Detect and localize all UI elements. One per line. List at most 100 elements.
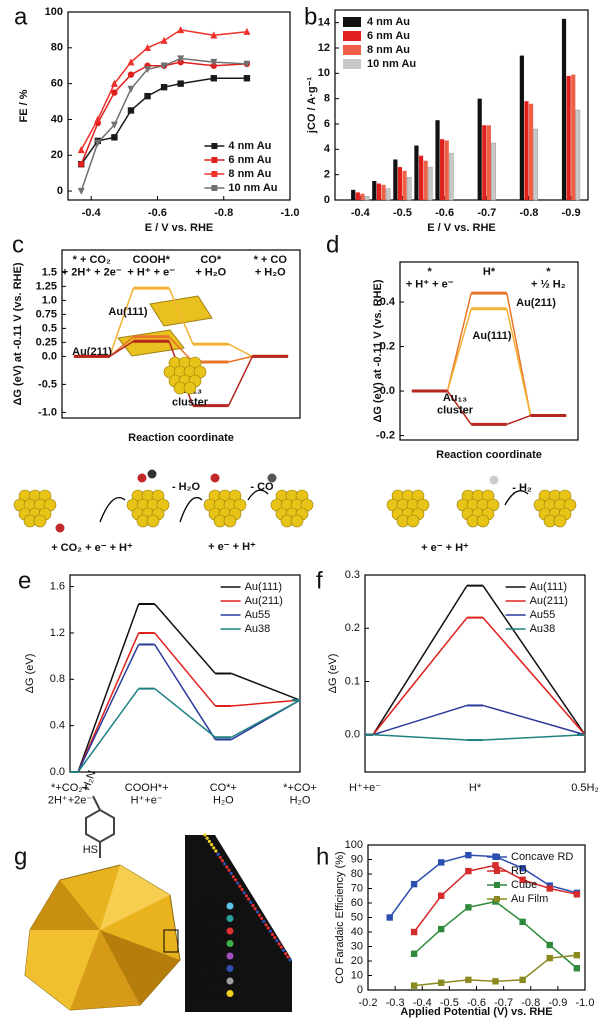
bar bbox=[381, 184, 386, 200]
marker bbox=[144, 43, 152, 52]
edge-atom bbox=[216, 852, 220, 856]
edge-atom bbox=[231, 875, 235, 879]
panel-letter: f bbox=[316, 567, 323, 594]
connector bbox=[154, 644, 216, 740]
connector bbox=[506, 414, 531, 426]
y-tick-label: 50 bbox=[351, 911, 363, 923]
edge-atom bbox=[214, 849, 218, 853]
legend-label: Cube bbox=[511, 879, 537, 891]
x-tick-label: -1.0 bbox=[281, 207, 300, 219]
series-line bbox=[80, 77, 247, 165]
plot-frame bbox=[364, 574, 586, 773]
legend-label: Au(211) bbox=[245, 595, 283, 607]
category-label: *+CO+ H₂O bbox=[283, 782, 317, 807]
atom bbox=[406, 514, 420, 528]
series-label: Au(111) bbox=[108, 306, 147, 318]
panel-letter: c bbox=[12, 231, 24, 258]
y-tick-label: 0.1 bbox=[345, 675, 360, 687]
plot-frame bbox=[61, 249, 301, 419]
molecule-atom bbox=[55, 523, 65, 533]
marker bbox=[546, 885, 553, 892]
legend-label: Au55 bbox=[245, 609, 271, 621]
edge-atom bbox=[279, 945, 283, 949]
bar bbox=[524, 101, 529, 200]
bar bbox=[482, 125, 487, 200]
bar bbox=[491, 142, 496, 201]
edge-atom bbox=[242, 891, 246, 895]
legend-marker bbox=[494, 868, 500, 874]
facet-label: (221) bbox=[194, 925, 220, 937]
x-tick-label: -0.3 bbox=[386, 997, 405, 1009]
molecule-atom bbox=[210, 473, 220, 483]
marker bbox=[492, 978, 499, 985]
x-tick-label: -0.7 bbox=[477, 207, 496, 219]
panel-g: HSH₂N(110)(331)(221)(553)(332)(775)(443)… bbox=[24, 769, 292, 1012]
facet-label: (332) bbox=[194, 950, 220, 962]
legend-label: 6 nm Au bbox=[228, 154, 271, 166]
category-label: * + CO + H₂O bbox=[254, 254, 288, 279]
marker bbox=[243, 75, 251, 82]
legend-swatch bbox=[343, 17, 361, 27]
bar bbox=[364, 195, 370, 201]
marker bbox=[77, 146, 85, 154]
connector bbox=[372, 585, 468, 736]
x-tick-label: -0.8 bbox=[519, 207, 538, 219]
y-tick-label: 0.25 bbox=[36, 336, 57, 348]
legend-label: Au(111) bbox=[530, 581, 568, 593]
category-label: H⁺+e⁻ bbox=[349, 782, 381, 794]
bar bbox=[440, 139, 445, 200]
marker bbox=[94, 115, 102, 123]
y-tick-label: 14 bbox=[318, 17, 331, 29]
legend-marker bbox=[211, 143, 218, 149]
bar bbox=[533, 128, 539, 201]
marker bbox=[210, 75, 217, 82]
x-tick-label: -0.6 bbox=[148, 207, 167, 219]
y-tick-label: 6 bbox=[324, 118, 330, 130]
connector bbox=[228, 355, 253, 363]
panel-letter: e bbox=[18, 567, 31, 594]
x-tick-label: -0.5 bbox=[393, 207, 412, 219]
marker bbox=[519, 976, 526, 984]
edge-atom bbox=[260, 916, 264, 920]
connector bbox=[506, 308, 532, 416]
edge-atom bbox=[262, 919, 266, 924]
edge-atom bbox=[218, 855, 222, 860]
bar bbox=[360, 193, 365, 200]
bar bbox=[397, 167, 403, 200]
marker bbox=[438, 925, 445, 933]
marker bbox=[519, 865, 526, 872]
marker bbox=[438, 859, 445, 866]
facet-label: (110) bbox=[194, 900, 219, 912]
connector bbox=[230, 699, 301, 738]
marker bbox=[111, 89, 118, 96]
scheme-label: + e⁻ + H⁺ bbox=[208, 541, 256, 553]
edge-atom bbox=[286, 955, 290, 959]
bar bbox=[561, 18, 567, 200]
x-tick-label: -0.4 bbox=[82, 207, 102, 219]
panel-letter: g bbox=[14, 843, 27, 870]
marker bbox=[177, 55, 185, 63]
facet-label: (775) bbox=[194, 962, 220, 974]
legend-label: 10 nm Au bbox=[367, 58, 416, 70]
y-tick-label: 90 bbox=[351, 853, 363, 865]
atom bbox=[33, 514, 47, 528]
molecule-atom bbox=[137, 473, 147, 483]
marker bbox=[127, 107, 135, 114]
y-tick-label: 1.5 bbox=[42, 266, 57, 278]
x-axis-label: Reaction coordinate bbox=[128, 432, 234, 444]
facet-label: (331) bbox=[194, 912, 220, 924]
connector bbox=[231, 672, 301, 701]
facet-label: (331) bbox=[194, 987, 220, 999]
legend-swatch bbox=[343, 59, 361, 69]
legend-marker bbox=[211, 157, 218, 163]
y-tick-label: -1.0 bbox=[38, 406, 57, 418]
marker bbox=[243, 60, 251, 68]
y-tick-label: 0.0 bbox=[345, 729, 360, 741]
arrow bbox=[504, 490, 529, 506]
category-label: CO* + H₂O bbox=[195, 254, 226, 279]
marker bbox=[127, 71, 135, 78]
legend-label: Au55 bbox=[530, 609, 556, 621]
bar bbox=[435, 120, 440, 200]
facet-swatch bbox=[226, 952, 234, 960]
